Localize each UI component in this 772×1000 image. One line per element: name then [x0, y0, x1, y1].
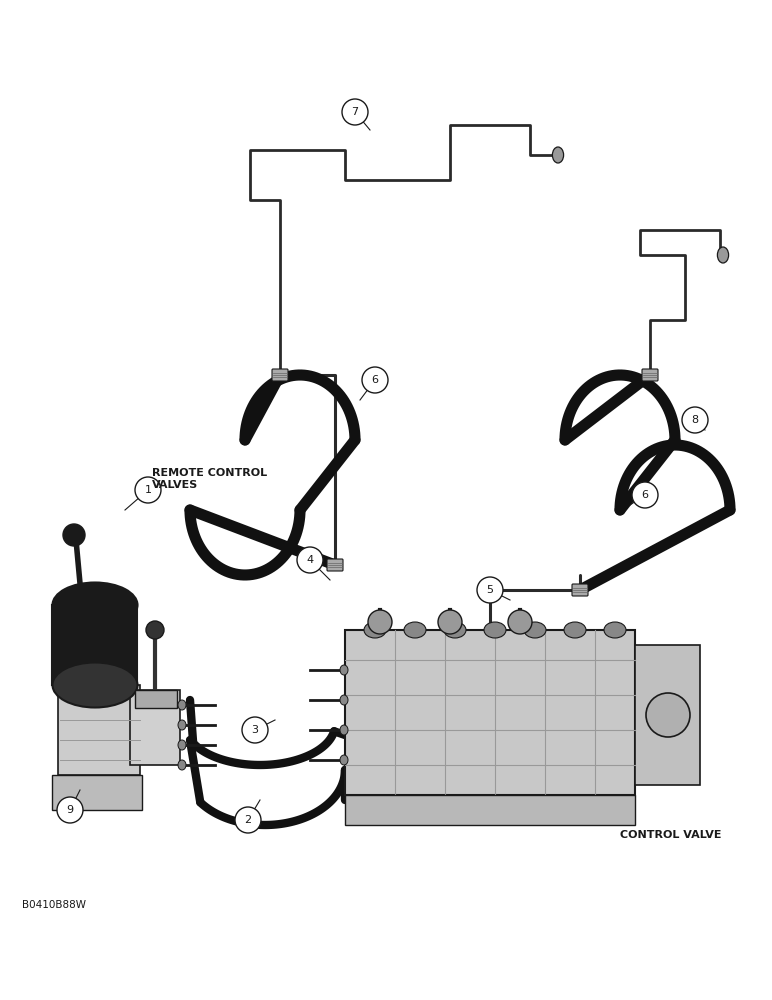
Circle shape [297, 547, 323, 573]
Text: 3: 3 [252, 725, 259, 735]
Circle shape [135, 477, 161, 503]
FancyBboxPatch shape [635, 645, 700, 785]
Ellipse shape [484, 622, 506, 638]
Text: 1: 1 [144, 485, 151, 495]
Text: 7: 7 [351, 107, 358, 117]
Text: 5: 5 [486, 585, 493, 595]
Ellipse shape [444, 622, 466, 638]
Circle shape [57, 797, 83, 823]
Text: 2: 2 [245, 815, 252, 825]
Ellipse shape [178, 760, 186, 770]
FancyBboxPatch shape [134, 690, 178, 708]
Text: CONTROL VALVE: CONTROL VALVE [620, 830, 722, 840]
Circle shape [235, 807, 261, 833]
Bar [52, 605, 137, 685]
FancyBboxPatch shape [345, 630, 635, 795]
Ellipse shape [178, 740, 186, 750]
FancyBboxPatch shape [345, 795, 635, 825]
Circle shape [146, 621, 164, 639]
Ellipse shape [52, 662, 137, 708]
Circle shape [438, 610, 462, 634]
Ellipse shape [340, 755, 348, 765]
Circle shape [362, 367, 388, 393]
Circle shape [632, 482, 658, 508]
Text: 9: 9 [66, 805, 73, 815]
Text: 6: 6 [371, 375, 378, 385]
Text: 6: 6 [642, 490, 648, 500]
Circle shape [477, 577, 503, 603]
Ellipse shape [524, 622, 546, 638]
Circle shape [508, 610, 532, 634]
Circle shape [63, 524, 85, 546]
FancyBboxPatch shape [327, 559, 343, 571]
Text: 8: 8 [692, 415, 699, 425]
Circle shape [242, 717, 268, 743]
Circle shape [646, 693, 690, 737]
Ellipse shape [340, 725, 348, 735]
Ellipse shape [364, 622, 386, 638]
Text: B0410B88W: B0410B88W [22, 900, 86, 910]
Circle shape [342, 99, 368, 125]
Circle shape [682, 407, 708, 433]
Ellipse shape [178, 700, 186, 710]
FancyBboxPatch shape [52, 775, 142, 810]
Text: REMOTE CONTROL
VALVES: REMOTE CONTROL VALVES [152, 468, 267, 490]
Ellipse shape [404, 622, 426, 638]
Text: 4: 4 [306, 555, 313, 565]
FancyBboxPatch shape [130, 690, 181, 765]
Ellipse shape [604, 622, 626, 638]
Circle shape [368, 610, 392, 634]
FancyBboxPatch shape [572, 584, 588, 596]
Ellipse shape [52, 582, 137, 628]
FancyBboxPatch shape [272, 369, 288, 381]
Ellipse shape [553, 147, 564, 163]
Ellipse shape [717, 247, 729, 263]
Ellipse shape [178, 720, 186, 730]
FancyBboxPatch shape [58, 685, 141, 775]
Ellipse shape [340, 665, 348, 675]
Ellipse shape [340, 695, 348, 705]
Ellipse shape [564, 622, 586, 638]
FancyBboxPatch shape [642, 369, 658, 381]
